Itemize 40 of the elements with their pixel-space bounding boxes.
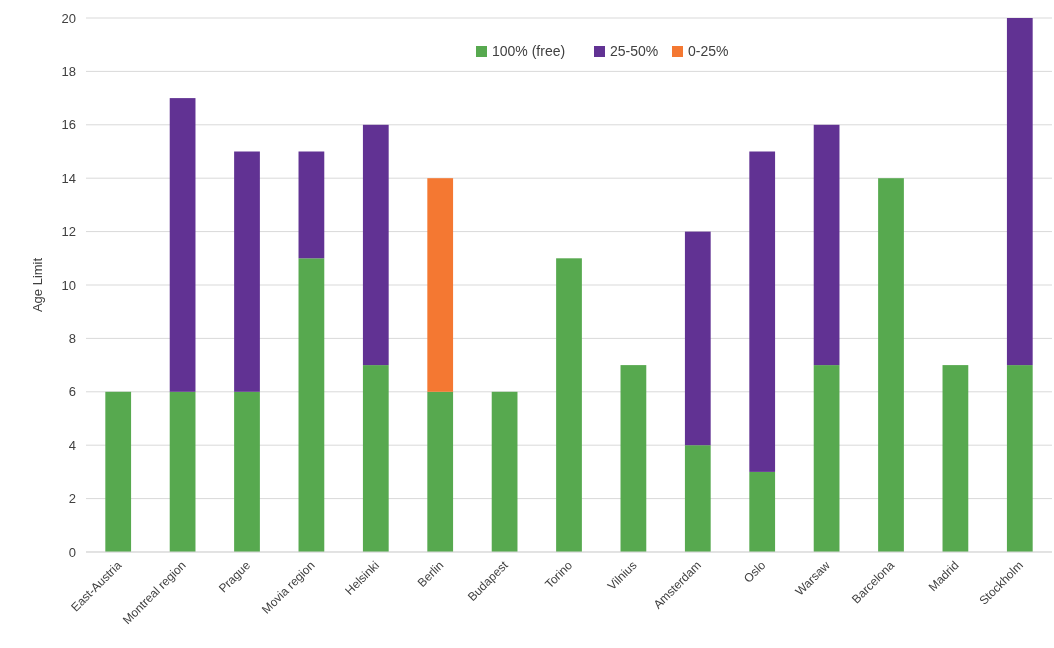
y-tick-label: 6 (68, 384, 76, 400)
bar (749, 471, 776, 552)
y-tick-label: 0 (68, 544, 76, 560)
bar (169, 391, 196, 552)
bar (813, 365, 840, 552)
bar (749, 151, 776, 472)
legend-label: 0-25% (688, 43, 729, 59)
y-tick-label: 20 (61, 10, 76, 26)
bar (1006, 365, 1033, 552)
y-tick-label: 4 (68, 437, 76, 453)
bar (1006, 18, 1033, 366)
bar (362, 365, 389, 552)
bar (620, 365, 647, 552)
bar (942, 365, 969, 552)
y-tick-label: 16 (61, 117, 76, 133)
bar (684, 445, 711, 552)
bar (556, 258, 582, 552)
bar (234, 391, 260, 552)
bar (234, 151, 260, 392)
y-tick-label: 18 (61, 63, 76, 79)
y-tick-label: 12 (61, 224, 76, 240)
bar (298, 258, 325, 552)
bar (169, 98, 196, 392)
bar (813, 124, 840, 366)
y-tick-label: 2 (68, 491, 76, 507)
x-tick-label: Oslo (740, 558, 769, 586)
bar (427, 391, 454, 552)
bar (105, 391, 132, 552)
legend-label: 100% (free) (492, 43, 566, 59)
y-axis-title: Age Limit (30, 257, 45, 313)
y-tick-label: 8 (68, 330, 76, 346)
bar (878, 178, 904, 552)
bar (427, 178, 454, 392)
bar (298, 151, 325, 259)
y-tick-label: 10 (61, 277, 76, 293)
bar (684, 231, 711, 446)
legend-label: 25-50% (610, 43, 659, 59)
y-tick-label: 14 (61, 170, 76, 186)
bar (362, 124, 389, 366)
bar (491, 391, 518, 552)
